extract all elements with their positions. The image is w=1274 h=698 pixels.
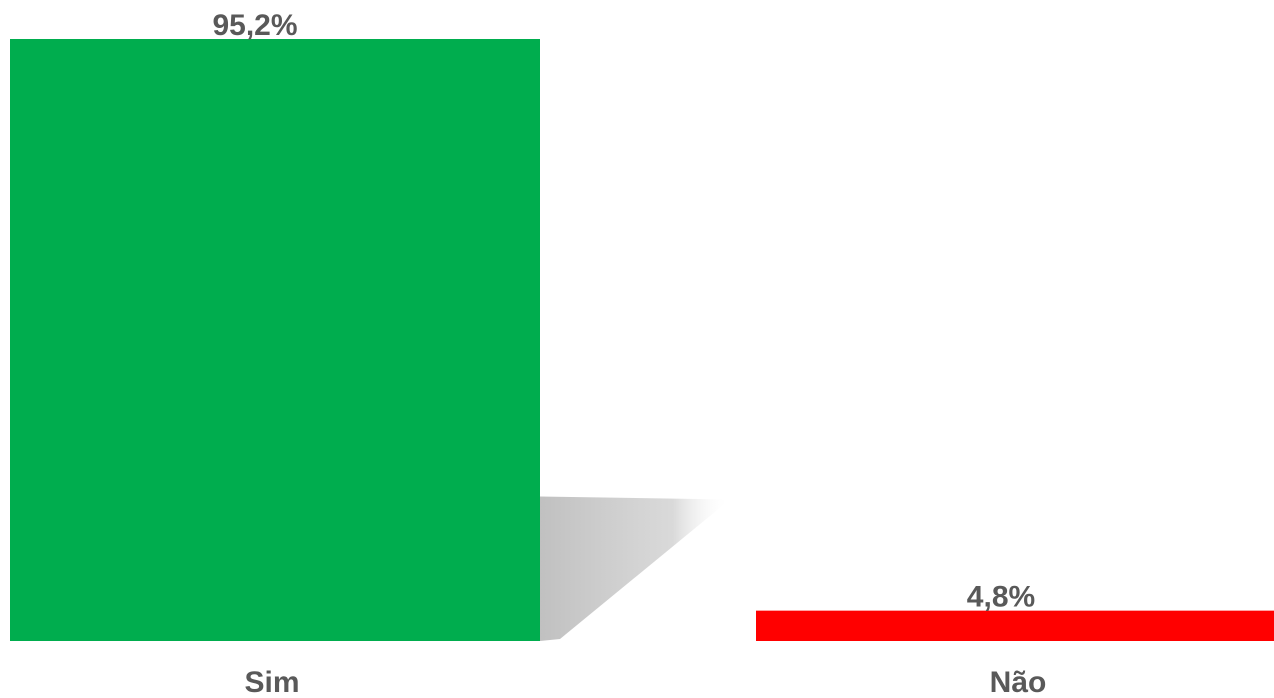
- value-labels: 95,2% 4,8%: [212, 9, 1035, 614]
- bars: [10, 39, 1274, 641]
- bar-sim: [10, 39, 540, 641]
- bar-shadow-sim: [540, 496, 730, 641]
- value-label-sim: 95,2%: [212, 9, 297, 42]
- bar-nao: [756, 610, 1274, 641]
- value-label-nao: 4,8%: [967, 581, 1035, 614]
- category-labels: Sim Não: [244, 666, 1046, 698]
- category-label-nao: Não: [990, 666, 1047, 698]
- bar-shadows: [540, 496, 730, 641]
- category-label-sim: Sim: [244, 666, 299, 698]
